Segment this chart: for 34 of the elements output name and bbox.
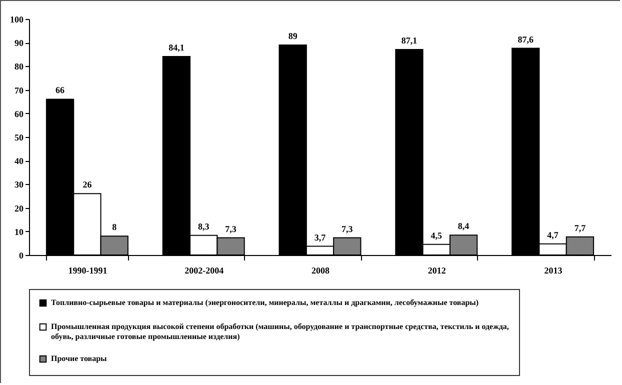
y-tick-label: 0 [19,250,24,260]
data-label: 87,1 [401,35,418,46]
data-label: 87,6 [518,34,534,44]
y-tick-label: 60 [14,108,24,119]
legend-label: Прочие товары [51,354,108,363]
x-tick-label: 2008 [312,266,330,276]
y-tick-label: 100 [10,14,24,24]
x-tick-label: 2013 [544,266,563,276]
data-label: 3,7 [314,232,326,242]
y-tick-label: 50 [14,132,24,142]
data-label: 4,7 [547,230,559,240]
y-tick-label: 40 [14,156,24,166]
data-label: 84,1 [168,42,185,53]
x-tick-label: 1990-1991 [68,266,108,276]
y-tick-label: 90 [14,38,24,48]
y-tick-label: 80 [14,62,24,72]
legend-label: Промышленная продукция высокой степени обработки (машины, оборудование и транспортные средства, текстиль и одежда, обувь, различные готовые промышленные изделия) [51,322,509,341]
y-tick-label: 30 [14,180,24,190]
y-tick-label: 20 [14,203,24,214]
data-label: 8 [112,222,118,232]
data-label: 89 [288,30,298,41]
data-label: 8,3 [198,221,210,232]
x-tick-label: 2002-2004 [184,266,224,276]
data-label: 7,3 [225,224,237,234]
data-label: 66 [56,85,66,96]
data-label: 7,7 [574,222,586,233]
data-label: 7,3 [342,224,354,234]
data-label: 26 [82,180,92,190]
data-label: 4,5 [430,230,443,240]
x-tick-label: 2012 [428,266,446,276]
legend-label: Топливно-сырьевые товары и материалы (энергоносители, минералы, металлы и драгкамни, лесобумажные товары) [51,298,479,307]
data-label: 8,4 [458,221,470,232]
y-tick-label: 70 [14,85,24,96]
y-tick-label: 10 [14,226,24,237]
